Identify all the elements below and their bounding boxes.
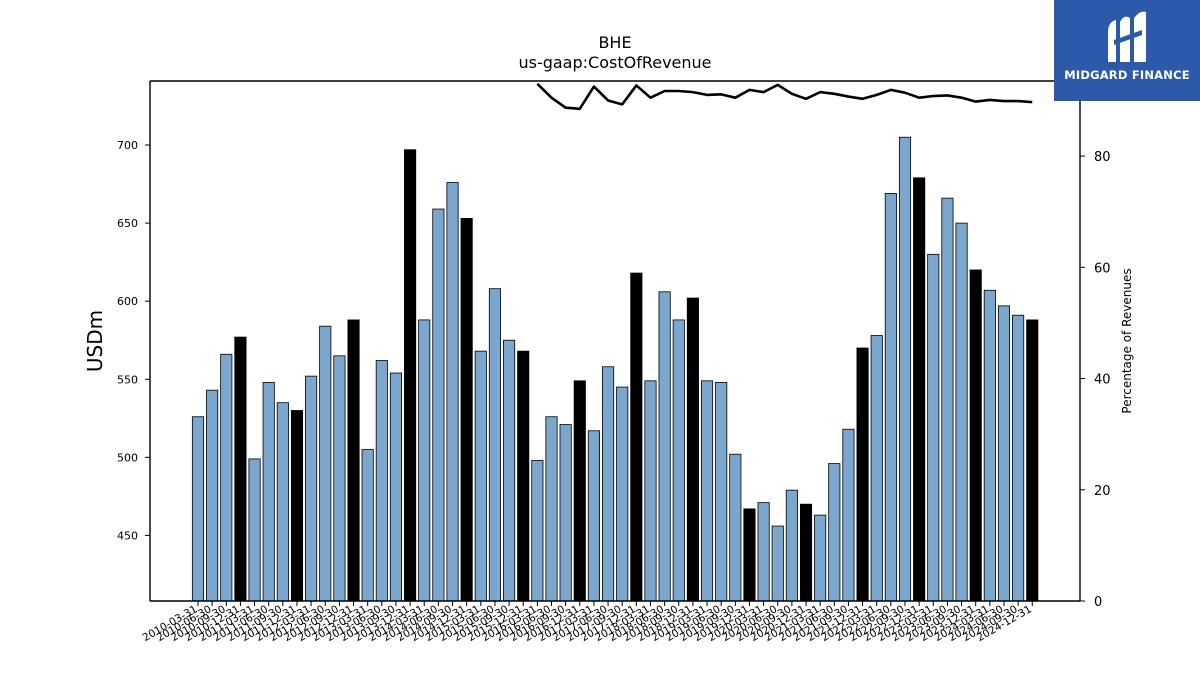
percentage-line <box>536 82 1033 111</box>
bar <box>757 502 770 602</box>
bar <box>814 514 827 602</box>
bar <box>616 386 629 602</box>
brand-name: MIDGARD FINANCE <box>1064 68 1190 82</box>
bar <box>418 319 431 602</box>
brand-logo: MIDGARD FINANCE <box>1054 0 1200 101</box>
bar <box>404 149 417 602</box>
bar <box>743 508 756 602</box>
y2-tick-label: 80 <box>1094 150 1111 165</box>
bar <box>799 503 813 602</box>
bar <box>913 177 926 602</box>
bar <box>234 336 247 602</box>
bar <box>700 380 714 602</box>
bar <box>842 428 855 602</box>
y-axis-label: USDm <box>83 310 107 372</box>
bar <box>969 269 982 602</box>
y2-tick-label: 20 <box>1094 484 1111 499</box>
bar <box>941 197 954 602</box>
bar <box>432 208 445 602</box>
bar <box>559 424 572 602</box>
y-tick-label: 450 <box>117 529 138 542</box>
bar <box>276 402 289 602</box>
y2-tick-label: 0 <box>1094 595 1102 610</box>
y-tick-label: 600 <box>117 295 138 308</box>
y2-tick-label: 60 <box>1094 261 1111 276</box>
bar <box>545 416 558 602</box>
bar <box>503 339 516 602</box>
bar <box>785 489 798 602</box>
bar <box>729 453 742 602</box>
bar <box>686 297 699 602</box>
bar <box>672 319 685 602</box>
bar <box>658 291 671 602</box>
bar <box>898 136 912 602</box>
plot-area: 4505005506006507000204060802010-03-31201… <box>117 80 1111 644</box>
bar <box>517 350 530 602</box>
bar <box>531 460 544 602</box>
bar <box>983 289 996 602</box>
bar <box>771 525 784 602</box>
bar <box>884 193 897 602</box>
bar <box>248 458 261 602</box>
bar <box>191 416 205 602</box>
bar <box>319 325 332 602</box>
bar <box>347 319 360 602</box>
bar <box>997 305 1011 602</box>
chart-title: BHE <box>598 33 631 52</box>
bar <box>927 253 940 602</box>
bar <box>1012 314 1025 602</box>
bar <box>220 353 233 602</box>
bar <box>573 380 586 602</box>
bar <box>955 222 968 602</box>
y-tick-label: 650 <box>117 217 138 230</box>
y-tick-label: 550 <box>117 373 138 386</box>
chart-subtitle: us-gaap:CostOfRevenue <box>518 53 711 72</box>
y-tick-label: 700 <box>117 139 138 152</box>
bar <box>630 272 643 602</box>
bar <box>460 218 473 602</box>
bar <box>305 375 318 602</box>
midgard-m-logo-icon <box>1108 11 1146 63</box>
bar <box>333 355 346 602</box>
bar <box>206 389 219 602</box>
bar <box>856 347 869 602</box>
bar <box>828 463 841 602</box>
y-tick-label: 500 <box>117 451 138 464</box>
bar <box>290 410 304 602</box>
bar <box>644 380 657 602</box>
bar <box>446 182 459 602</box>
bar <box>375 360 388 602</box>
bar <box>587 430 600 602</box>
bar <box>715 381 728 602</box>
y2-axis-label: Percentage of Revenues <box>1120 268 1134 413</box>
bar <box>262 381 275 602</box>
bar <box>602 366 615 602</box>
bar <box>870 335 883 602</box>
y2-tick-label: 40 <box>1094 373 1111 388</box>
bar <box>488 288 501 602</box>
bar <box>389 372 403 602</box>
bar <box>474 350 487 602</box>
bar <box>1026 319 1039 602</box>
bar <box>361 449 374 602</box>
